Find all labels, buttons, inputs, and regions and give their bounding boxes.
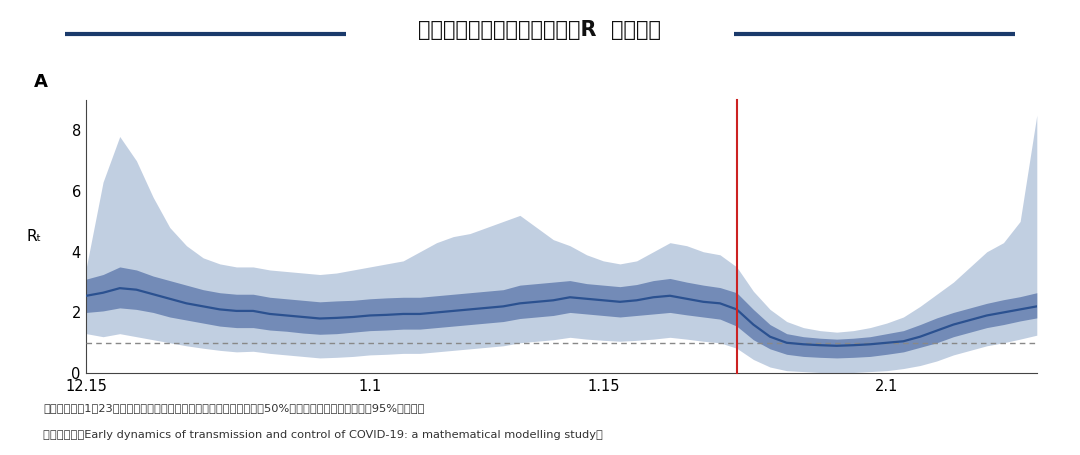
Text: 数据来源：《Early dynamics of transmission and control of COVID-19: a mathematical mod: 数据来源：《Early dynamics of transmission and…	[43, 430, 603, 440]
Text: Rₜ: Rₜ	[27, 229, 42, 244]
Text: A: A	[35, 73, 48, 91]
Text: 武汉封城前后的新冠肺炎病毒R  值的变化: 武汉封城前后的新冠肺炎病毒R 值的变化	[419, 20, 661, 40]
Text: 注：红线表示1月23日武汉封城措施采取；浅蓝色阴影表示模型估计的50%置信区间；深蓝色阴影表示95%置信区间: 注：红线表示1月23日武汉封城措施采取；浅蓝色阴影表示模型估计的50%置信区间；…	[43, 403, 424, 413]
